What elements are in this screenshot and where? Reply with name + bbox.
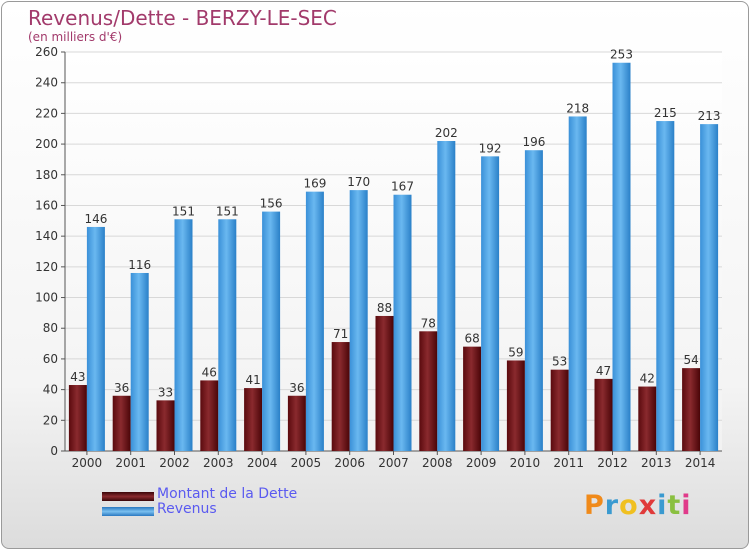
data-label-dette: 88 — [377, 301, 392, 315]
bar-revenus — [130, 272, 149, 451]
y-tick-label: 220 — [35, 106, 58, 120]
data-label-revenus: 151 — [216, 204, 239, 218]
legend-swatch-revenus — [102, 507, 154, 516]
x-tick-label: 2012 — [597, 456, 628, 470]
y-tick-label: 200 — [35, 137, 58, 151]
x-tick-label: 2011 — [553, 456, 584, 470]
proxiti-logo: Proxiti — [584, 490, 692, 521]
data-label-revenus: 146 — [84, 212, 107, 226]
data-label-revenus: 167 — [391, 180, 414, 194]
data-label-dette: 68 — [464, 332, 479, 346]
legend-label-dette: Montant de la Dette — [157, 486, 298, 502]
data-label-dette: 53 — [552, 355, 567, 369]
bar-revenus — [393, 194, 412, 451]
bar-dette — [156, 400, 175, 451]
data-label-revenus: 218 — [566, 101, 589, 115]
bar-dette — [594, 378, 613, 451]
legend-swatch-dette — [102, 492, 154, 501]
x-tick-label: 2002 — [159, 456, 190, 470]
data-label-dette: 59 — [508, 345, 523, 359]
bar-revenus — [174, 219, 193, 451]
y-tick-label: 140 — [35, 229, 58, 243]
data-label-dette: 46 — [202, 365, 217, 379]
bar-revenus — [218, 219, 237, 451]
bar-revenus — [524, 150, 543, 451]
x-tick-label: 2005 — [291, 456, 322, 470]
x-tick-label: 2009 — [466, 456, 497, 470]
data-label-dette: 42 — [640, 372, 655, 386]
data-label-revenus: 156 — [260, 197, 283, 211]
x-tick-label: 2003 — [203, 456, 234, 470]
y-tick-label: 160 — [35, 198, 58, 212]
bar-dette — [638, 386, 657, 451]
data-label-revenus: 196 — [522, 135, 545, 149]
x-tick-label: 2001 — [115, 456, 146, 470]
y-tick-label: 20 — [43, 413, 58, 427]
bar-dette — [331, 342, 350, 451]
x-tick-label: 2008 — [422, 456, 453, 470]
data-label-revenus: 151 — [172, 204, 195, 218]
y-tick-label: 240 — [35, 76, 58, 90]
bar-dette — [287, 395, 306, 451]
y-tick-label: 40 — [43, 383, 58, 397]
x-tick-label: 2004 — [247, 456, 278, 470]
data-label-revenus: 213 — [698, 109, 721, 123]
bar-revenus — [305, 191, 324, 451]
bar-revenus — [481, 156, 500, 451]
data-label-revenus: 169 — [303, 177, 326, 191]
data-label-dette: 43 — [70, 370, 85, 384]
bar-revenus — [568, 116, 587, 451]
y-tick-label: 80 — [43, 321, 58, 335]
y-tick-label: 180 — [35, 168, 58, 182]
data-label-dette: 36 — [289, 381, 304, 395]
chart-subtitle: (en milliers d'€) — [28, 30, 123, 44]
bar-revenus — [349, 190, 368, 451]
bar-dette — [375, 315, 394, 451]
x-tick-label: 2014 — [685, 456, 716, 470]
bar-revenus — [700, 124, 719, 451]
data-label-revenus: 253 — [610, 48, 633, 62]
bar-revenus — [86, 226, 105, 451]
y-tick-label: 120 — [35, 260, 58, 274]
x-tick-label: 2007 — [378, 456, 409, 470]
bar-revenus — [262, 211, 281, 451]
y-tick-label: 60 — [43, 352, 58, 366]
data-label-dette: 36 — [114, 381, 129, 395]
bar-revenus — [612, 62, 631, 451]
bar-dette — [68, 385, 87, 451]
bar-dette — [419, 331, 438, 451]
x-tick-label: 2000 — [72, 456, 103, 470]
data-label-revenus: 215 — [654, 106, 677, 120]
data-label-revenus: 202 — [435, 126, 458, 140]
data-label-dette: 78 — [421, 316, 436, 330]
bar-dette — [244, 388, 263, 451]
y-tick-label: 100 — [35, 291, 58, 305]
data-label-dette: 47 — [596, 364, 611, 378]
y-tick-label: 0 — [50, 444, 58, 458]
x-tick-label: 2010 — [510, 456, 541, 470]
data-label-dette: 33 — [158, 385, 173, 399]
data-label-dette: 41 — [245, 373, 260, 387]
data-label-revenus: 116 — [128, 258, 151, 272]
data-label-revenus: 192 — [479, 141, 502, 155]
legend-label-revenus: Revenus — [157, 501, 217, 517]
bar-dette — [463, 346, 482, 451]
bar-dette — [112, 395, 131, 451]
bar-dette — [550, 369, 569, 451]
bar-dette — [200, 380, 219, 451]
bar-dette — [506, 360, 525, 451]
x-tick-label: 2013 — [641, 456, 672, 470]
data-label-revenus: 170 — [347, 175, 370, 189]
data-label-dette: 54 — [683, 353, 698, 367]
bar-dette — [682, 368, 701, 451]
x-tick-label: 2006 — [334, 456, 365, 470]
bar-revenus — [437, 141, 456, 451]
y-tick-label: 260 — [35, 45, 58, 59]
bar-revenus — [656, 121, 675, 452]
data-label-dette: 71 — [333, 327, 348, 341]
chart-title: Revenus/Dette - BERZY-LE-SEC — [28, 6, 337, 30]
